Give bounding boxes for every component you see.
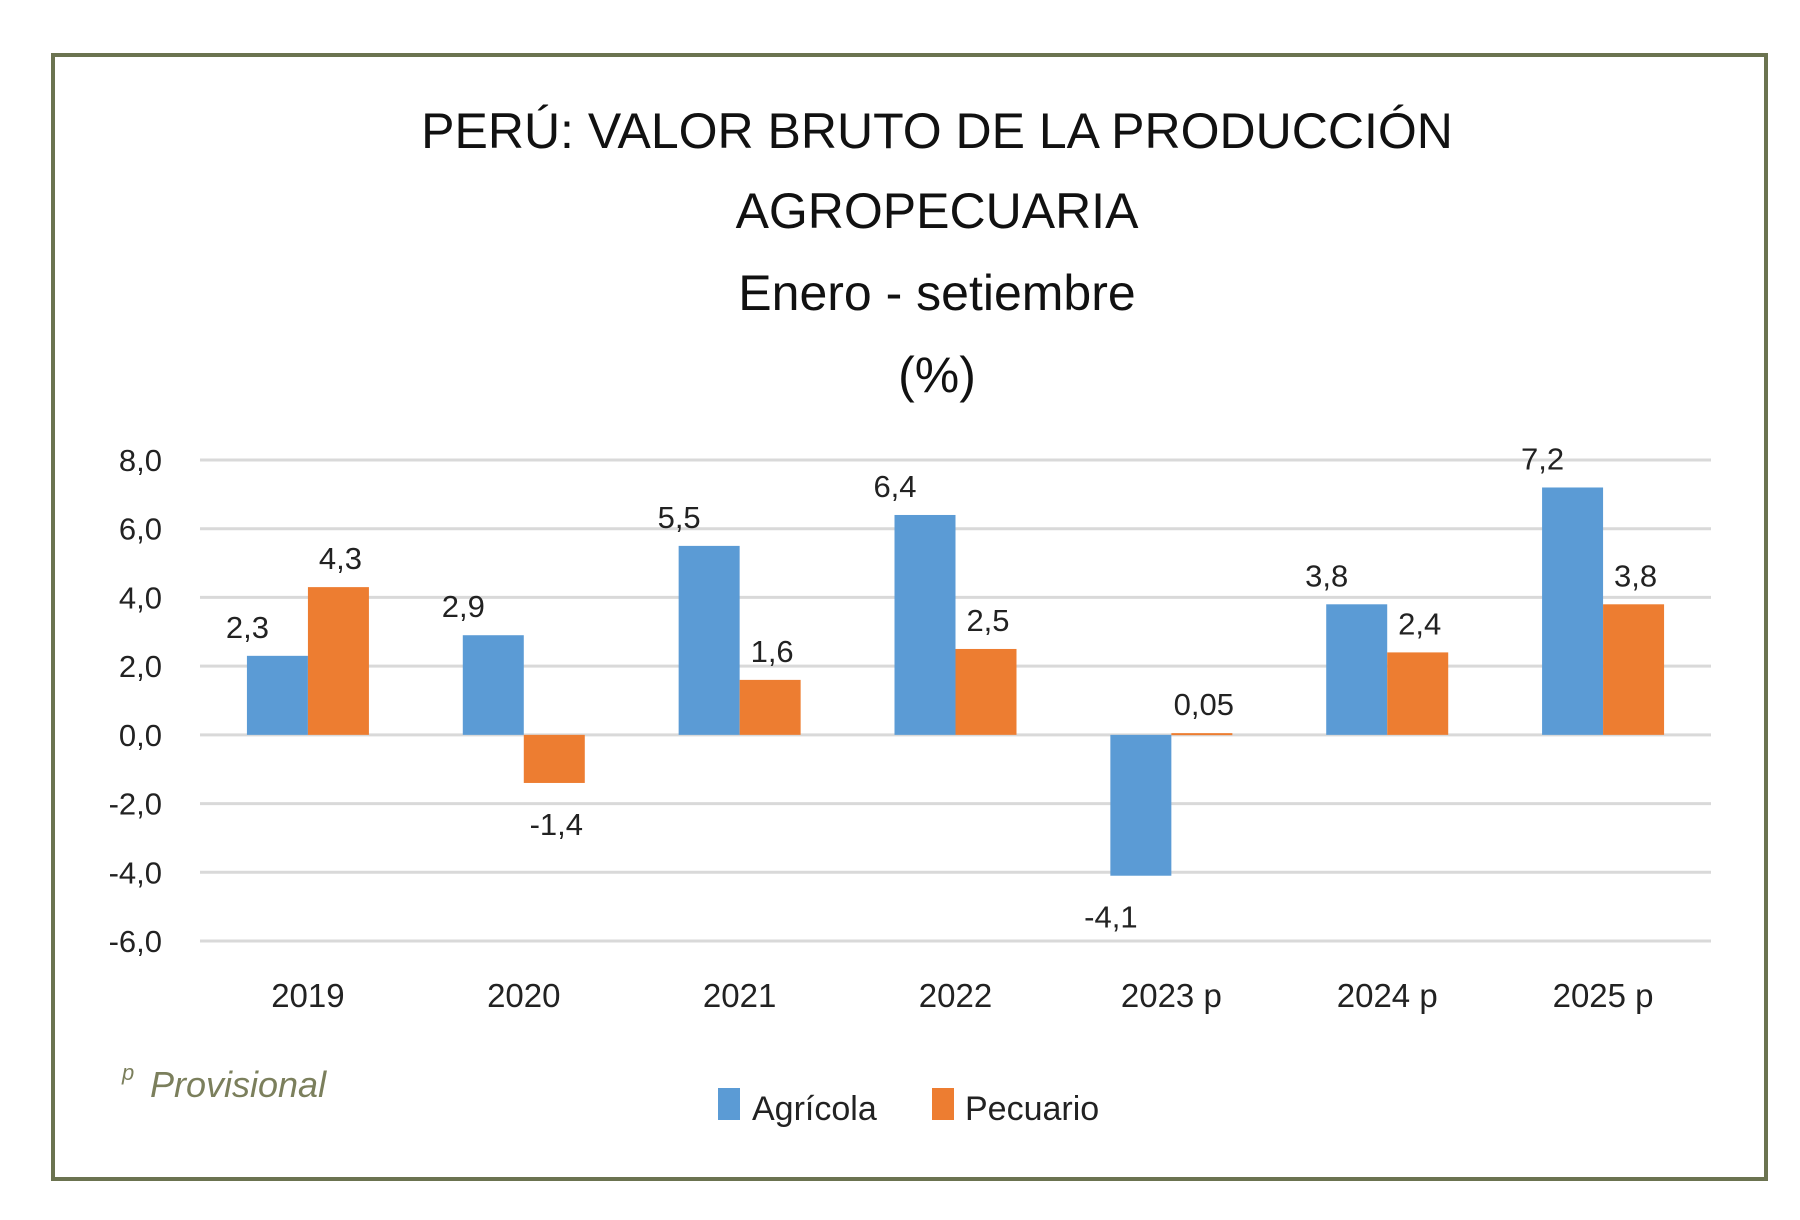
bar-pecuario: [955, 648, 1017, 735]
data-label: 4,3: [319, 541, 362, 576]
title-line-2: AGROPECUARIA: [736, 183, 1140, 239]
data-label: 2,9: [442, 589, 485, 624]
x-tick-label: 2023 p: [1121, 977, 1222, 1014]
data-label: 5,5: [658, 500, 701, 535]
y-tick-label: 8,0: [119, 443, 162, 478]
y-tick-label: -4,0: [109, 855, 162, 890]
legend: Agrícola Pecuario: [718, 1088, 1099, 1128]
provisional-note: p Provisional: [121, 1060, 327, 1105]
legend-swatch-agricola: [718, 1088, 740, 1120]
bar-pecuario: [523, 734, 585, 783]
data-label: -4,1: [1084, 900, 1137, 935]
bar-agricola: [1326, 604, 1388, 735]
data-label: 6,4: [873, 469, 916, 504]
x-tick-label: 2024 p: [1337, 977, 1438, 1014]
legend-label-pecuario: Pecuario: [965, 1090, 1099, 1128]
data-label: 7,2: [1521, 441, 1564, 476]
bar-pecuario: [1603, 604, 1665, 735]
data-label: 1,6: [751, 634, 794, 669]
x-tick-label: 2020: [487, 977, 560, 1014]
note-superscript: p: [121, 1060, 134, 1085]
y-tick-label: -6,0: [109, 924, 162, 959]
data-label: -1,4: [530, 807, 583, 842]
bar-agricola: [894, 514, 956, 735]
x-tick-label: 2025 p: [1553, 977, 1654, 1014]
bar-agricola: [246, 655, 308, 735]
bar-agricola: [462, 635, 524, 735]
bar-agricola: [1110, 734, 1172, 876]
x-tick-label: 2021: [703, 977, 776, 1014]
chart-title: PERÚ: VALOR BRUTO DE LA PRODUCCIÓN AGROP…: [421, 103, 1453, 403]
y-tick-label: 0,0: [119, 718, 162, 753]
legend-label-agricola: Agrícola: [752, 1090, 877, 1128]
x-tick-label: 2022: [919, 977, 992, 1014]
y-tick-label: 6,0: [119, 512, 162, 547]
data-label: 3,8: [1305, 558, 1348, 593]
y-tick-label: 4,0: [119, 580, 162, 615]
x-tick-label: 2019: [271, 977, 344, 1014]
bar-pecuario: [1171, 733, 1233, 736]
title-line-1: PERÚ: VALOR BRUTO DE LA PRODUCCIÓN: [421, 103, 1453, 159]
bar-pecuario: [739, 679, 801, 735]
bar-pecuario: [307, 587, 369, 735]
bar-pecuario: [1387, 652, 1449, 735]
data-label: 0,05: [1174, 687, 1234, 722]
legend-swatch-pecuario: [932, 1088, 954, 1120]
note-text: Provisional: [150, 1064, 327, 1105]
data-label: 3,8: [1614, 558, 1657, 593]
data-label: 2,4: [1398, 606, 1441, 641]
bar-agricola: [678, 545, 740, 735]
title-line-3: Enero - setiembre: [738, 265, 1135, 321]
y-tick-label: -2,0: [109, 787, 162, 822]
data-label: 2,5: [966, 603, 1009, 638]
bar-agricola: [1542, 487, 1604, 735]
y-tick-label: 2,0: [119, 649, 162, 684]
title-line-4: (%): [898, 347, 976, 403]
data-label: 2,3: [226, 610, 269, 645]
